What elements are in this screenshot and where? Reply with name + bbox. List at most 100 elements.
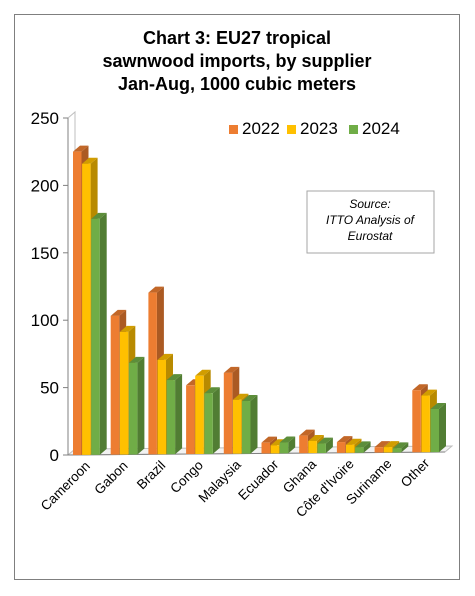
bar-top <box>128 356 145 363</box>
chart-title: Chart 3: EU27 tropical sawnwood imports,… <box>15 27 459 96</box>
bar <box>204 387 220 454</box>
x-tick-label: Malaysia <box>195 457 244 506</box>
bar-side <box>137 356 145 455</box>
x-tick-label: Ecuador <box>235 456 282 503</box>
bar-front <box>346 444 355 453</box>
bar-front <box>270 445 280 454</box>
bar-front <box>186 385 195 455</box>
bar-top <box>148 286 164 293</box>
bar-top <box>412 384 428 391</box>
bar <box>166 374 183 455</box>
bar-front <box>110 315 120 455</box>
bar-front <box>82 163 91 455</box>
y-tick-label: 100 <box>31 311 59 330</box>
x-tick-label: Gabon <box>91 458 130 497</box>
bar-top <box>279 436 296 443</box>
bar-top <box>336 436 353 443</box>
bar-top <box>317 437 333 444</box>
bar-top <box>157 353 173 360</box>
bar-top <box>204 387 220 394</box>
y-tick-label: 50 <box>40 379 59 398</box>
bar-front <box>195 375 204 454</box>
bar-front <box>166 380 176 455</box>
bar-side <box>250 395 258 454</box>
bar-side <box>439 402 446 453</box>
bar-top <box>195 369 211 376</box>
bar-front <box>383 447 393 453</box>
bar-front <box>336 442 346 453</box>
bar-front <box>232 399 242 454</box>
bar <box>355 441 371 453</box>
bar-top <box>166 374 183 381</box>
legend-label: 2022 <box>242 119 280 138</box>
bar-top <box>421 389 437 396</box>
bar <box>279 436 296 454</box>
bar-front <box>412 390 421 453</box>
legend-label: 2024 <box>362 119 400 138</box>
bar-top <box>82 157 98 164</box>
bar-front <box>355 447 364 453</box>
bar <box>242 395 258 454</box>
bar-top <box>261 436 277 443</box>
bar-front <box>91 218 100 455</box>
bar-top <box>91 212 107 219</box>
bar-top <box>242 395 258 402</box>
bar-top <box>346 438 362 445</box>
bar-top <box>232 393 249 400</box>
chart-title-line-3: Jan-Aug, 1000 cubic meters <box>117 74 357 94</box>
bar-top <box>73 145 89 152</box>
legend-swatch <box>287 125 296 134</box>
bar-side <box>363 441 371 453</box>
x-tick-label: Cameroon <box>38 458 93 513</box>
bar-top <box>392 442 409 449</box>
bar-side <box>288 436 296 454</box>
bar <box>392 442 409 453</box>
bar <box>91 212 107 455</box>
bar-front <box>308 440 317 454</box>
bar-front <box>157 359 166 455</box>
legend-label: 2023 <box>300 119 338 138</box>
bar-front <box>128 362 138 455</box>
source-box <box>306 190 435 254</box>
bar-top <box>299 429 315 436</box>
bar-top <box>308 434 324 441</box>
bar-front <box>299 435 308 454</box>
chart-title-line-2: sawnwood imports, by supplier <box>102 51 372 71</box>
bar-top <box>383 441 400 448</box>
bar-front <box>119 331 129 455</box>
chart-frame: Chart 3: EU27 tropical sawnwood imports,… <box>14 14 460 580</box>
bar-top <box>355 441 371 448</box>
bar-front <box>261 442 270 454</box>
y-tick-label: 200 <box>31 176 59 195</box>
bar-front <box>430 408 439 453</box>
chart-title-line-1: Chart 3: EU27 tropical <box>142 28 332 48</box>
bar-top <box>110 309 127 316</box>
bar-side <box>401 442 409 453</box>
bar-top <box>223 366 240 373</box>
bar-front <box>279 442 289 454</box>
source-text-line: ITTO Analysis of <box>326 213 416 227</box>
x-tick-label: Other <box>398 455 433 490</box>
bar <box>317 437 333 454</box>
bar-front <box>148 292 157 455</box>
x-tick-label: Brazil <box>134 458 168 492</box>
bar-side <box>175 374 183 455</box>
y-tick-label: 150 <box>31 244 59 263</box>
bar-side <box>212 387 220 454</box>
bar <box>128 356 145 455</box>
bar-front <box>242 401 251 454</box>
bar-front <box>73 151 82 455</box>
bar-front <box>392 448 402 453</box>
source-text-line: Eurostat <box>348 229 393 243</box>
source-text-line: Source: <box>349 197 390 211</box>
bar-front <box>223 372 233 454</box>
legend-swatch <box>349 125 358 134</box>
bar-front <box>374 447 384 453</box>
legend-swatch <box>229 125 238 134</box>
bar-front <box>317 443 326 454</box>
bar <box>430 402 446 453</box>
y-tick-label: 250 <box>31 109 59 128</box>
bar-side <box>325 437 333 454</box>
bar-side <box>99 212 107 455</box>
